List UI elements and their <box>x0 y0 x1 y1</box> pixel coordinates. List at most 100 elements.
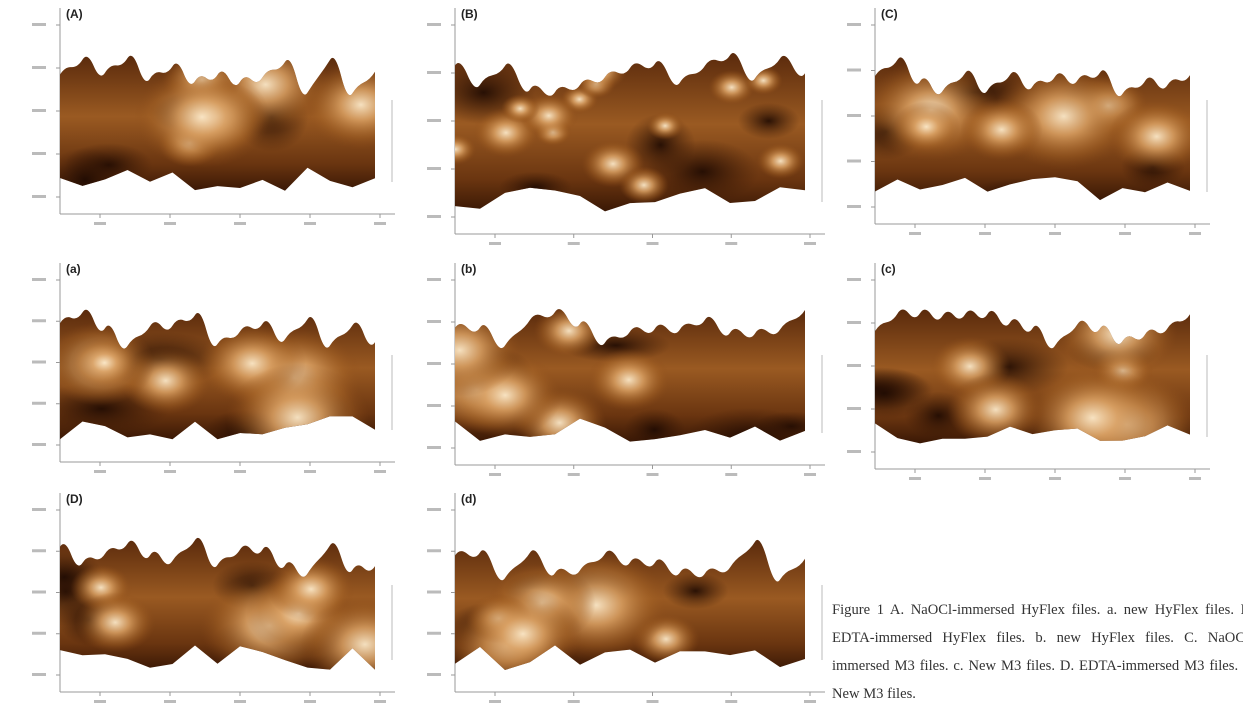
tick-text <box>427 632 441 635</box>
tick-text <box>427 404 441 407</box>
tick-text <box>234 700 246 703</box>
tick-text <box>427 591 441 594</box>
figure-caption: Figure 1 A. NaOCl-immersed HyFlex files.… <box>832 596 1243 706</box>
afm-panel: (B) <box>427 7 825 245</box>
pit <box>499 171 572 202</box>
hill <box>1108 100 1206 173</box>
tick-text <box>647 473 659 476</box>
tick-text <box>32 402 46 405</box>
hill <box>533 304 604 357</box>
tick-text <box>568 700 580 703</box>
tick-text <box>234 222 246 225</box>
afm-panel: (b) <box>398 262 828 476</box>
panel-label: (a) <box>66 262 81 276</box>
tick-text <box>847 321 861 324</box>
afm-panel: (D) <box>24 492 430 703</box>
hill <box>960 99 1043 161</box>
tick-text <box>94 470 106 473</box>
tick-text <box>32 508 46 511</box>
tick-text <box>568 473 580 476</box>
tick-text <box>32 549 46 552</box>
tick-text <box>427 215 441 218</box>
pit <box>686 407 814 467</box>
tick-text <box>847 278 861 281</box>
tick-text <box>725 473 737 476</box>
tick-text <box>427 320 441 323</box>
tick-text <box>94 222 106 225</box>
tick-text <box>1189 232 1201 235</box>
afm-panel: (d) <box>427 492 825 703</box>
tick-text <box>32 673 46 676</box>
tick-text <box>32 109 46 112</box>
tick-text <box>32 152 46 155</box>
tick-text <box>374 470 386 473</box>
tick-text <box>979 232 991 235</box>
tick-text <box>164 470 176 473</box>
tick-text <box>427 278 441 281</box>
tick-text <box>234 470 246 473</box>
hill <box>647 112 684 140</box>
tick-text <box>32 443 46 446</box>
hill <box>587 349 670 411</box>
page: {"figure": { "panels": [ {"label": "(A)"… <box>0 0 1243 706</box>
tick-text <box>725 700 737 703</box>
hill <box>947 373 1044 446</box>
hill <box>501 94 539 123</box>
tick-text <box>979 477 991 480</box>
tick-text <box>427 167 441 170</box>
tick-text <box>647 700 659 703</box>
afm-panel: (A) <box>32 7 420 225</box>
hill <box>398 304 522 397</box>
tick-text <box>427 508 441 511</box>
afm-panel: (C) <box>847 7 1210 235</box>
tick-text <box>847 364 861 367</box>
tick-text <box>304 222 316 225</box>
hill <box>302 60 420 149</box>
afm-panel: (c) <box>816 262 1210 480</box>
tick-text <box>804 473 816 476</box>
panel-label: (D) <box>66 492 83 506</box>
pit <box>738 103 800 139</box>
tick-text <box>32 195 46 198</box>
tick-text <box>164 700 176 703</box>
tick-text <box>725 242 737 245</box>
tick-text <box>847 450 861 453</box>
surface-features <box>816 288 1200 480</box>
tick-text <box>32 361 46 364</box>
tick-text <box>304 470 316 473</box>
panel-label: (d) <box>461 492 476 506</box>
panel-label: (C) <box>881 7 898 21</box>
tick-text <box>1189 477 1201 480</box>
tick-text <box>847 205 861 208</box>
tick-text <box>847 23 861 26</box>
hill <box>619 166 669 203</box>
tick-text <box>427 71 441 74</box>
surface-features <box>33 322 369 471</box>
tick-text <box>1119 232 1131 235</box>
tick-text <box>32 278 46 281</box>
pit <box>663 573 729 609</box>
tick-text <box>847 114 861 117</box>
hill <box>434 134 476 165</box>
tick-text <box>164 222 176 225</box>
pit <box>836 367 931 419</box>
tick-text <box>568 242 580 245</box>
hill <box>463 589 582 678</box>
tick-text <box>427 446 441 449</box>
hill <box>226 364 369 471</box>
afm-panel: (a) <box>32 262 395 473</box>
tick-text <box>909 232 921 235</box>
panel-label: (A) <box>66 7 83 21</box>
tick-text <box>427 23 441 26</box>
tick-text <box>374 700 386 703</box>
hill <box>574 51 627 91</box>
tick-text <box>94 700 106 703</box>
hill <box>268 557 355 622</box>
tick-text <box>847 407 861 410</box>
hill <box>893 101 961 152</box>
tick-text <box>847 69 861 72</box>
tick-text <box>1119 477 1131 480</box>
tick-text <box>427 362 441 365</box>
panel-label: (b) <box>461 262 476 276</box>
panel-label: (c) <box>881 262 896 276</box>
